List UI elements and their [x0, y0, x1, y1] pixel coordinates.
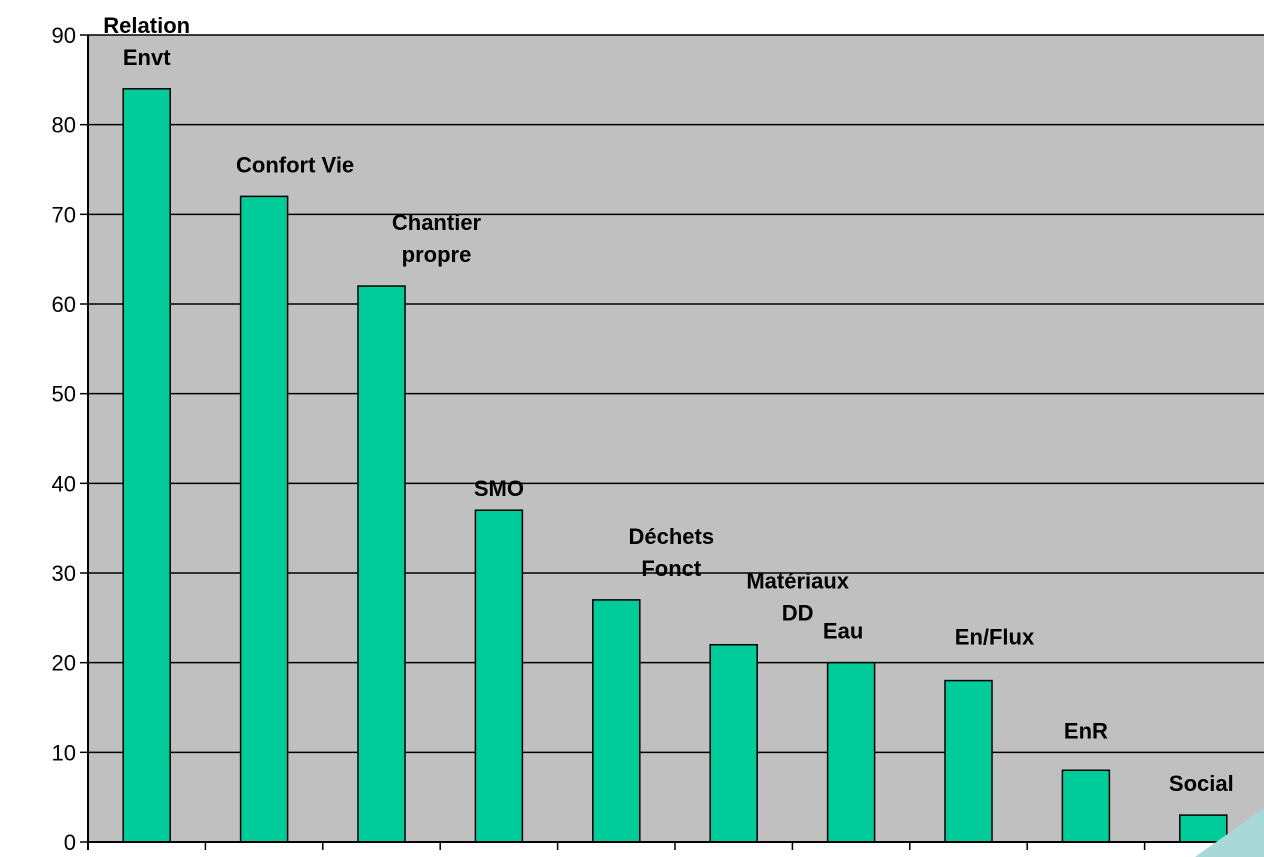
data-label: propre [402, 242, 472, 267]
data-label: Chantier [392, 210, 482, 235]
bar [1061, 769, 1111, 843]
data-label: Envt [123, 45, 171, 70]
data-label: En/Flux [955, 625, 1035, 650]
bar [122, 88, 171, 843]
bars [122, 88, 1228, 843]
data-label: Fonct [641, 556, 702, 581]
data-label: Social [1169, 771, 1234, 796]
data-label: Matériaux [746, 569, 849, 594]
bar [239, 195, 289, 843]
bar [474, 509, 524, 843]
bar [1179, 814, 1228, 843]
data-label: Confort Vie [236, 152, 354, 177]
y-tick-label: 20 [52, 651, 76, 676]
y-tick-label: 0 [64, 830, 76, 855]
y-tick-labels: 0 10 20 30 40 50 60 70 80 90 [52, 23, 76, 855]
data-label: EnR [1064, 718, 1108, 743]
y-tick-label: 30 [52, 561, 76, 586]
bar [357, 285, 406, 843]
y-tick-label: 40 [52, 471, 76, 496]
y-tick-label: 10 [52, 740, 76, 765]
y-tick-label: 80 [52, 113, 76, 138]
y-tick-label: 60 [52, 292, 76, 317]
bar [592, 599, 641, 843]
data-label: Relation [103, 13, 190, 38]
corner-decoration [1195, 808, 1264, 857]
bar [944, 679, 993, 843]
data-label: Déchets [629, 524, 715, 549]
y-tick-label: 50 [52, 382, 76, 407]
y-tick-label: 90 [52, 23, 76, 48]
data-label: SMO [474, 476, 524, 501]
data-label: Eau [823, 619, 863, 644]
bar [826, 661, 876, 843]
axes [80, 34, 1264, 850]
data-label: DD [782, 601, 814, 626]
bar [709, 643, 758, 843]
y-tick-label: 70 [52, 202, 76, 227]
data-labels: Relation Envt Confort Vie Chantier propre SMO… [103, 13, 1233, 796]
